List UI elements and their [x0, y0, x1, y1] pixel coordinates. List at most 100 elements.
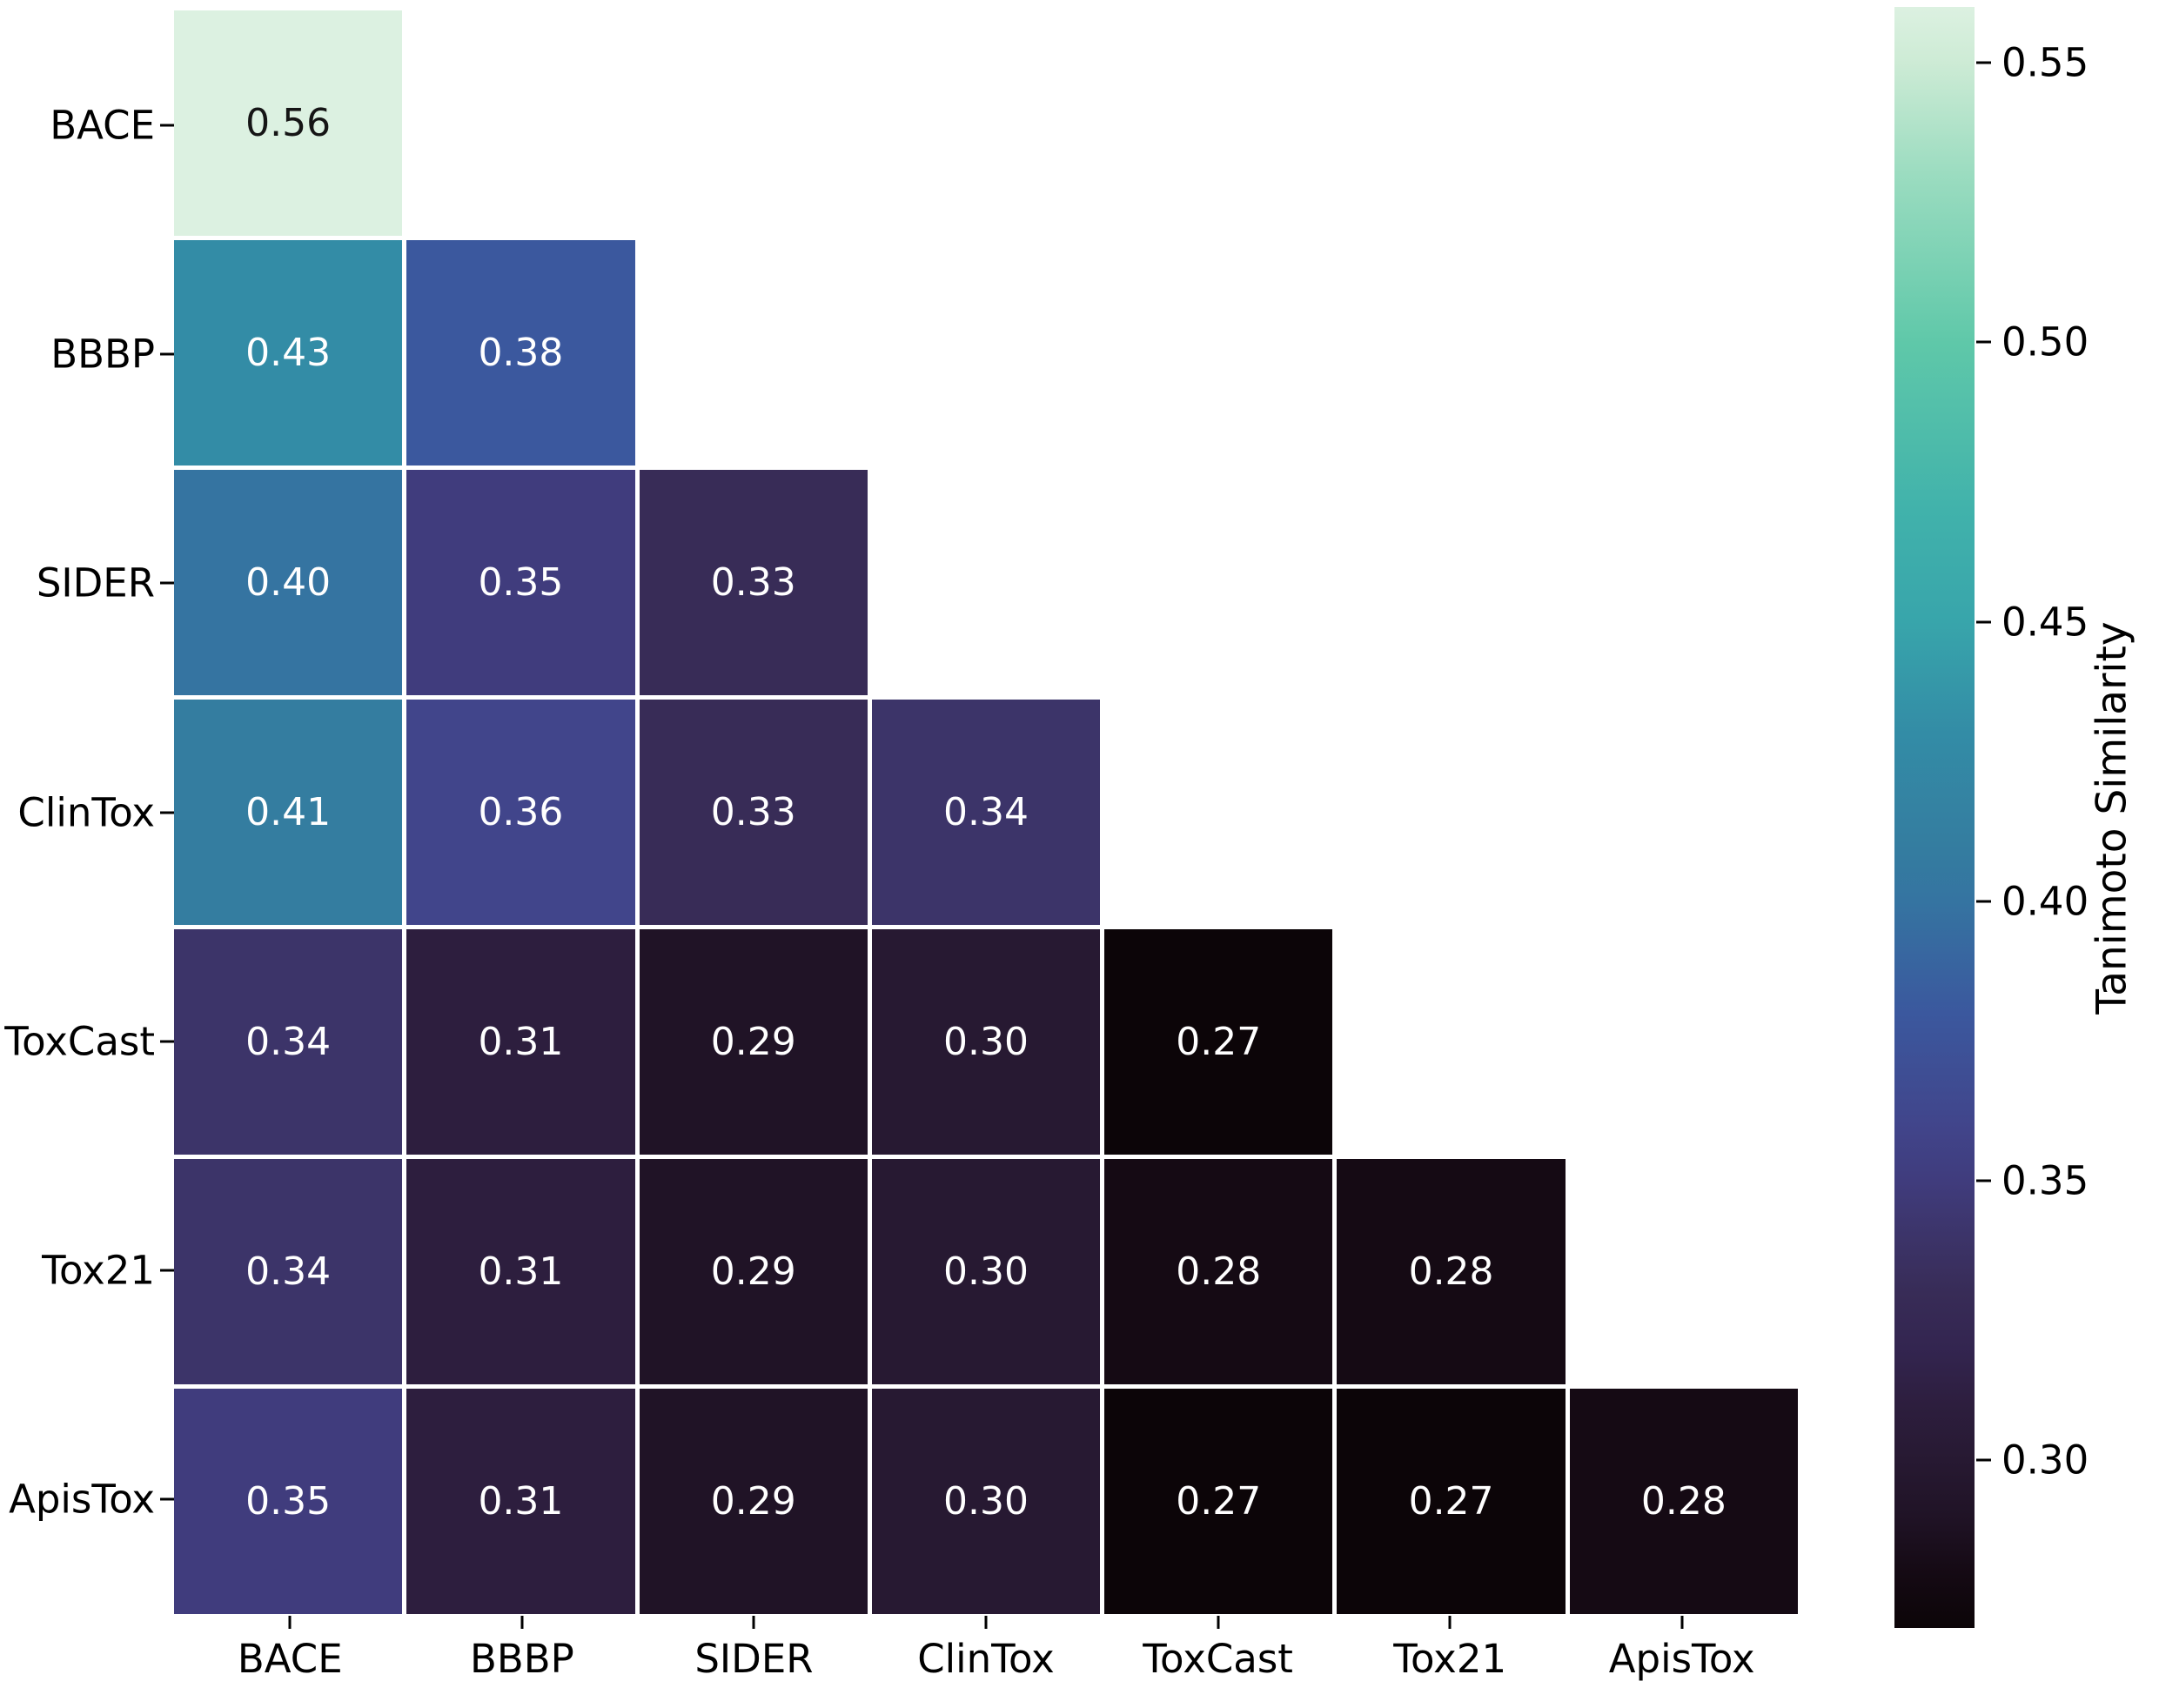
heatmap-cell-value: 0.28: [1640, 1478, 1727, 1524]
colorbar-tick-label: 0.35: [2001, 1157, 2089, 1204]
y-axis-tick-mark: [160, 1040, 174, 1043]
x-axis-label-ToxCast: ToxCast: [1143, 1636, 1293, 1682]
heatmap-cell-value: 0.30: [943, 1019, 1029, 1064]
heatmap-cell-masked: [1570, 240, 1798, 466]
colorbar-axis-label: Tanimoto Similarity: [2088, 621, 2136, 1015]
heatmap-cell-masked: [1337, 240, 1565, 466]
heatmap-cell-value: 0.30: [943, 1249, 1029, 1294]
x-axis-tick-mark: [984, 1616, 988, 1629]
heatmap-cell-masked: [640, 10, 868, 236]
y-axis-label-ClinTox: ClinTox: [17, 789, 155, 835]
heatmap-cell-masked: [406, 10, 634, 236]
heatmap-cell-value: 0.40: [245, 559, 332, 605]
heatmap-cell-value: 0.27: [1176, 1478, 1262, 1524]
colorbar-tick-label: 0.50: [2001, 318, 2089, 365]
colorbar: [1894, 7, 1975, 1628]
colorbar-tick-label: 0.30: [2001, 1437, 2089, 1484]
heatmap-cell-ApisTox-BBBP: 0.31: [406, 1389, 635, 1614]
heatmap-cell-value: 0.27: [1176, 1019, 1262, 1064]
heatmap-cell-ClinTox-BBBP: 0.36: [406, 700, 635, 925]
heatmap-cell-Tox21-BACE: 0.34: [174, 1159, 403, 1384]
heatmap-cell-ApisTox-ToxCast: 0.27: [1104, 1389, 1333, 1614]
heatmap-cell-value: 0.33: [710, 559, 796, 605]
heatmap-cell-value: 0.31: [478, 1019, 564, 1064]
heatmap-cell-ApisTox-ApisTox: 0.28: [1569, 1389, 1798, 1614]
y-axis-label-SIDER: SIDER: [36, 559, 155, 606]
colorbar-tick-label: 0.55: [2001, 39, 2089, 86]
heatmap-cell-value: 0.34: [245, 1019, 332, 1064]
y-axis-label-ApisTox: ApisTox: [9, 1476, 155, 1523]
y-axis-tick-mark: [160, 352, 174, 356]
heatmap-cell-ToxCast-ToxCast: 0.27: [1104, 929, 1333, 1155]
heatmap-cell-value: 0.34: [245, 1249, 332, 1294]
y-axis-tick-mark: [160, 1269, 174, 1272]
heatmap-cell-SIDER-BBBP: 0.35: [406, 470, 635, 695]
heatmap-cell-value: 0.30: [943, 1478, 1029, 1524]
heatmap-cell-value: 0.38: [478, 330, 564, 375]
heatmap-cell-value: 0.31: [478, 1478, 564, 1524]
x-axis-tick-mark: [520, 1616, 524, 1629]
y-axis-label-ToxCast: ToxCast: [4, 1018, 155, 1065]
heatmap-cell-masked: [1104, 470, 1332, 695]
heatmap-cell-ToxCast-ClinTox: 0.30: [871, 929, 1101, 1155]
heatmap-cell-BBBP-BBBP: 0.38: [406, 240, 635, 466]
heatmap-cell-BACE-BACE: 0.56: [174, 10, 403, 236]
heatmap-cell-masked: [1337, 10, 1565, 236]
heatmap-cell-masked: [1570, 929, 1798, 1155]
colorbar-tick-label: 0.45: [2001, 599, 2089, 646]
x-axis-label-SIDER: SIDER: [694, 1636, 814, 1682]
heatmap-cell-value: 0.34: [943, 789, 1029, 834]
heatmap-cell-masked: [1570, 1159, 1798, 1384]
heatmap-cell-value: 0.31: [478, 1249, 564, 1294]
heatmap-cell-masked: [1104, 240, 1332, 466]
heatmap-cell-SIDER-SIDER: 0.33: [639, 470, 868, 695]
heatmap-cell-Tox21-ClinTox: 0.30: [871, 1159, 1101, 1384]
y-axis-tick-mark: [160, 1497, 174, 1501]
heatmap-cell-masked: [1337, 929, 1565, 1155]
heatmap-cell-masked: [1570, 10, 1798, 236]
heatmap-cell-masked: [640, 240, 868, 466]
x-axis-tick-mark: [1448, 1616, 1452, 1629]
heatmap-cell-value: 0.28: [1408, 1249, 1494, 1294]
heatmap-cell-ApisTox-ClinTox: 0.30: [871, 1389, 1101, 1614]
heatmap-cell-ApisTox-Tox21: 0.27: [1337, 1389, 1566, 1614]
heatmap-cell-masked: [872, 470, 1100, 695]
x-axis-label-Tox21: Tox21: [1393, 1636, 1507, 1682]
heatmap-cell-BBBP-BACE: 0.43: [174, 240, 403, 466]
heatmap-cell-masked: [872, 240, 1100, 466]
heatmap-cell-Tox21-BBBP: 0.31: [406, 1159, 635, 1384]
y-axis-label-BACE: BACE: [50, 102, 155, 149]
heatmap-cell-masked: [1104, 10, 1332, 236]
heatmap-cell-value: 0.41: [245, 789, 332, 834]
heatmap-plot-area: 0.56 0.43 0.38 0.40 0.35 0.33 0.41 0.36 0.33 0.34…: [174, 10, 1798, 1614]
heatmap-cell-value: 0.35: [245, 1478, 332, 1524]
x-axis-label-ApisTox: ApisTox: [1608, 1636, 1755, 1682]
x-axis-tick-mark: [1217, 1616, 1220, 1629]
heatmap-cell-Tox21-ToxCast: 0.28: [1104, 1159, 1333, 1384]
heatmap-cell-masked: [1337, 700, 1565, 925]
x-axis-label-BBBP: BBBP: [469, 1636, 574, 1682]
heatmap-cell-masked: [1104, 700, 1332, 925]
colorbar-tick-mark: [1976, 61, 1991, 64]
heatmap-cell-SIDER-BACE: 0.40: [174, 470, 403, 695]
heatmap-cell-value: 0.28: [1176, 1249, 1262, 1294]
y-axis-tick-mark: [160, 581, 174, 585]
colorbar-tick-mark: [1976, 1179, 1991, 1182]
heatmap-cell-ClinTox-ClinTox: 0.34: [871, 700, 1101, 925]
x-axis-label-BACE: BACE: [237, 1636, 343, 1682]
heatmap-cell-value: 0.29: [710, 1478, 796, 1524]
heatmap-cell-masked: [1337, 470, 1565, 695]
heatmap-cell-value: 0.29: [710, 1249, 796, 1294]
x-axis-tick-mark: [288, 1616, 292, 1629]
heatmap-cell-masked: [1570, 470, 1798, 695]
y-axis-label-Tox21: Tox21: [42, 1247, 155, 1294]
x-axis-tick-mark: [1680, 1616, 1684, 1629]
heatmap-cell-value: 0.36: [478, 789, 564, 834]
x-axis-tick-mark: [752, 1616, 755, 1629]
x-axis-label-ClinTox: ClinTox: [917, 1636, 1055, 1682]
y-axis-label-BBBP: BBBP: [50, 331, 155, 378]
y-axis-tick-mark: [160, 124, 174, 127]
heatmap-cell-value: 0.35: [478, 559, 564, 605]
heatmap-cell-Tox21-SIDER: 0.29: [639, 1159, 868, 1384]
